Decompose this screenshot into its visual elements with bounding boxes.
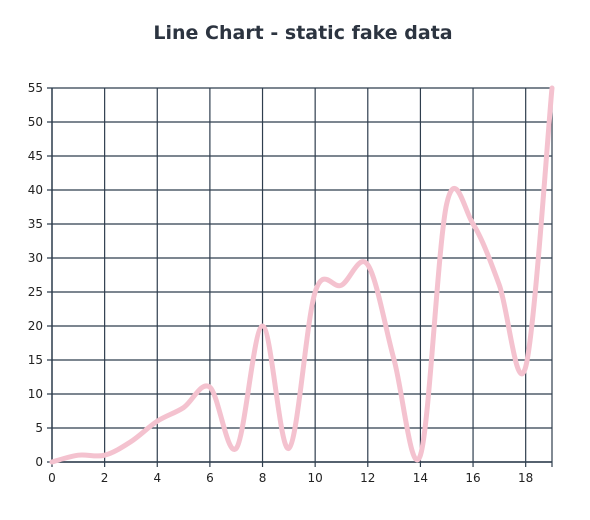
series-line <box>49 85 555 465</box>
y-tick-label: 45 <box>28 149 43 163</box>
x-tick-label: 10 <box>308 471 323 485</box>
x-tick-label: 0 <box>48 471 56 485</box>
y-tick-label: 30 <box>28 251 43 265</box>
y-tick-label: 55 <box>28 81 43 95</box>
x-tick-label: 4 <box>153 471 161 485</box>
y-tick-label: 0 <box>35 455 43 469</box>
x-tick-label: 2 <box>101 471 109 485</box>
x-tick-label: 12 <box>360 471 375 485</box>
y-tick-label: 20 <box>28 319 43 333</box>
y-tick-label: 10 <box>28 387 43 401</box>
x-tick-label: 16 <box>465 471 480 485</box>
y-tick-label: 40 <box>28 183 43 197</box>
x-tick-label: 6 <box>206 471 214 485</box>
y-tick-label: 15 <box>28 353 43 367</box>
y-tick-label: 5 <box>35 421 43 435</box>
chart-title: Line Chart - static fake data <box>153 22 453 44</box>
x-tick-label: 8 <box>259 471 267 485</box>
x-tick-label: 18 <box>518 471 533 485</box>
y-tick-label: 50 <box>28 115 43 129</box>
y-tick-label: 25 <box>28 285 43 299</box>
y-tick-label: 35 <box>28 217 43 231</box>
x-tick-label: 14 <box>413 471 428 485</box>
